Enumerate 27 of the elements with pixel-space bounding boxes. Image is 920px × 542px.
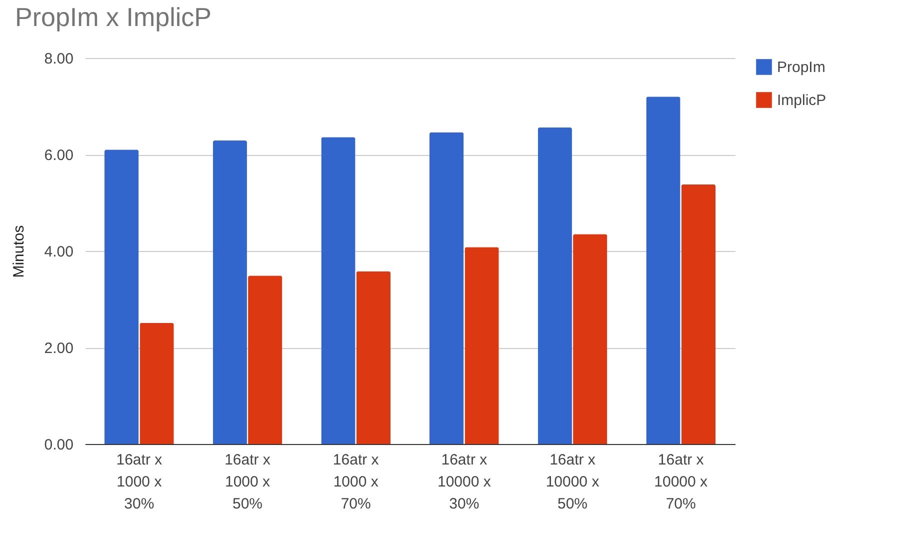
bar xyxy=(573,234,608,444)
legend-label: PropIm xyxy=(777,59,826,76)
x-tick-label: 16atr x 10000 x 70% xyxy=(654,452,708,512)
legend-label: ImplicP xyxy=(777,92,826,109)
x-tick-label: 16atr x 10000 x 50% xyxy=(546,452,600,512)
bar xyxy=(464,247,499,444)
bar xyxy=(104,150,139,444)
y-tick-label: 0.00 xyxy=(44,436,74,454)
x-tick-label: 16atr x 1000 x 30% xyxy=(116,452,163,512)
x-tick-label: 16atr x 1000 x 50% xyxy=(224,452,271,512)
bar xyxy=(212,140,247,444)
bar xyxy=(681,184,716,444)
bar xyxy=(646,96,680,444)
x-tick-label: 16atr x 1000 x 70% xyxy=(332,452,380,512)
bar xyxy=(321,137,356,444)
x-tick-label: 16atr x 10000 x 30% xyxy=(437,452,492,512)
bar xyxy=(140,322,174,444)
y-tick-label: 6.00 xyxy=(44,147,74,164)
y-tick-label: 2.00 xyxy=(44,340,74,357)
bar xyxy=(538,127,572,444)
y-axis-title: Minutos xyxy=(10,225,28,278)
y-tick-label: 4.00 xyxy=(44,244,74,260)
chart-title: PropIm x ImplicP xyxy=(15,2,212,32)
bar xyxy=(430,132,464,444)
y-tick-label: 8.00 xyxy=(44,50,74,68)
bar xyxy=(356,271,390,444)
bar xyxy=(248,276,282,444)
